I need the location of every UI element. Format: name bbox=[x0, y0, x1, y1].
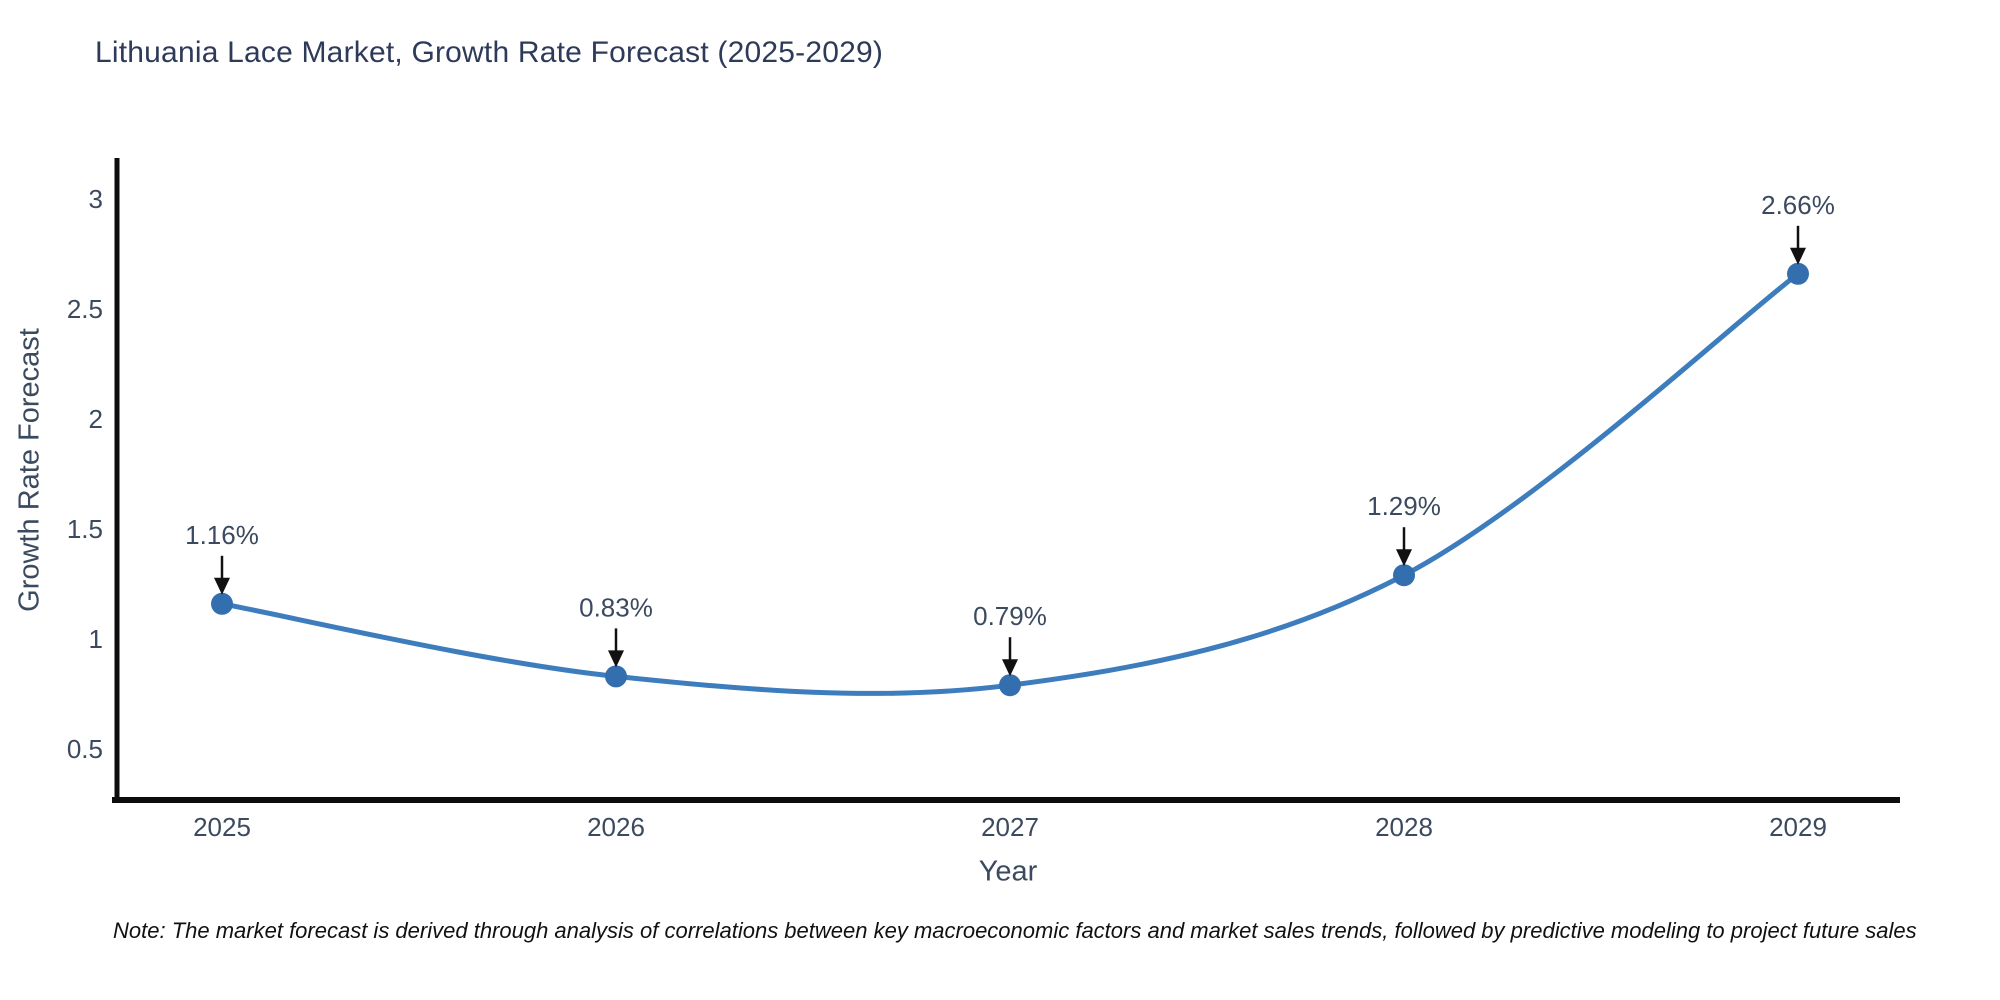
annotation-arrow-head bbox=[214, 577, 230, 595]
data-point-label: 1.29% bbox=[1367, 491, 1441, 521]
x-tick-label: 2025 bbox=[193, 812, 251, 842]
y-tick-label: 0.5 bbox=[67, 734, 103, 764]
data-point-label: 0.79% bbox=[973, 601, 1047, 631]
annotation-arrow-head bbox=[1396, 549, 1412, 567]
data-point-marker bbox=[605, 665, 627, 688]
data-point-marker bbox=[211, 592, 233, 615]
data-point-label: 1.16% bbox=[185, 520, 259, 550]
y-tick-label: 1.5 bbox=[67, 514, 103, 544]
x-tick-label: 2028 bbox=[1375, 812, 1433, 842]
annotation-arrow-head bbox=[1790, 247, 1806, 265]
data-point-label: 2.66% bbox=[1761, 190, 1835, 220]
y-tick-label: 2.5 bbox=[67, 294, 103, 324]
annotation-arrow-head bbox=[608, 650, 624, 668]
data-point-marker bbox=[1393, 564, 1415, 587]
x-tick-label: 2027 bbox=[981, 812, 1039, 842]
y-tick-label: 3 bbox=[89, 184, 103, 214]
x-tick-label: 2026 bbox=[587, 812, 645, 842]
chart-title: Lithuania Lace Market, Growth Rate Forec… bbox=[95, 36, 884, 69]
data-point-label: 0.83% bbox=[579, 592, 653, 622]
footnote: Note: The market forecast is derived thr… bbox=[113, 918, 1917, 943]
data-point-marker bbox=[999, 674, 1021, 697]
x-axis-title: Year bbox=[978, 855, 1038, 888]
y-tick-label: 1 bbox=[89, 624, 103, 654]
data-point-marker bbox=[1787, 262, 1809, 285]
annotation-arrow-head bbox=[1002, 659, 1018, 677]
y-tick-label: 2 bbox=[89, 404, 103, 434]
x-tick-label: 2029 bbox=[1769, 812, 1827, 842]
